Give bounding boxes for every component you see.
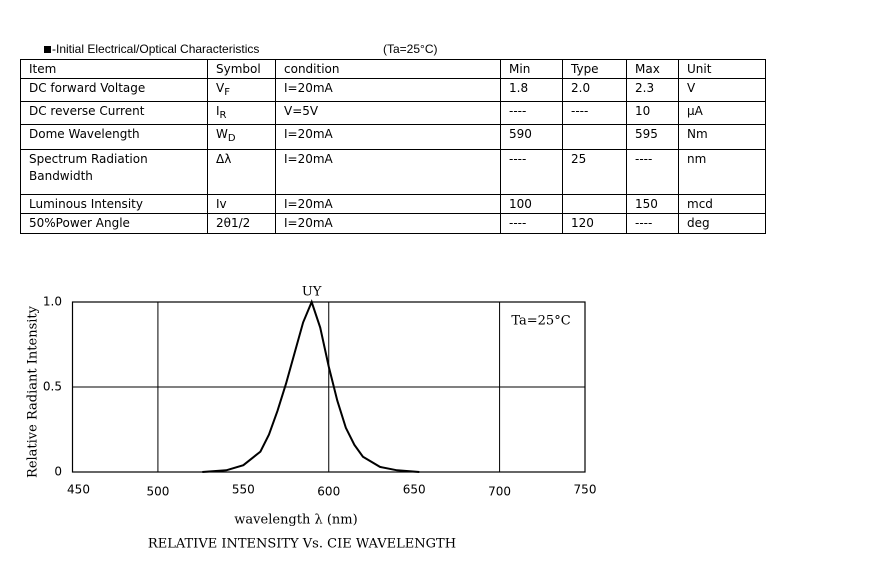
y-tick-label: 0.5	[43, 380, 62, 394]
condition: (Ta=25°C)	[383, 42, 438, 56]
table-cell: Luminous Intensity	[20, 194, 208, 214]
table-cell: I=20mA	[275, 124, 501, 150]
table-cell: 100	[500, 194, 563, 214]
x-tick-label: 450	[67, 483, 90, 497]
symbol: I	[216, 104, 220, 118]
table-row: 50%Power Angle 2θ1/2 I=20mA ---- 120 ---- deg	[20, 213, 766, 234]
table-cell: ----	[562, 101, 627, 125]
table-cell: I=20mA	[275, 194, 501, 214]
table-cell: ----	[500, 101, 563, 125]
table-row: Luminous Intensity Iv I=20mA 100 150 mcd	[20, 194, 766, 214]
table-cell: V=5V	[275, 101, 501, 125]
title-text: -Initial Electrical/Optical Characterist…	[52, 42, 260, 56]
series-line	[202, 299, 420, 473]
x-tick-label: 550	[232, 483, 255, 497]
table-cell: Dome Wavelength	[20, 124, 208, 150]
table-cell: ----	[500, 213, 563, 234]
column-header: Unit	[678, 59, 766, 79]
annotation: Ta=25°C	[511, 314, 570, 329]
x-tick-label: 700	[488, 485, 511, 499]
x-axis-label: wavelength λ (nm)	[234, 513, 357, 528]
chart-title: RELATIVE INTENSITY Vs. CIE WAVELENGTH	[148, 537, 456, 552]
y-tick-label: 1.0	[43, 295, 62, 309]
table-cell: 25	[562, 149, 627, 195]
bullet	[44, 46, 51, 53]
table-cell	[562, 124, 627, 150]
table-row: DC reverse Current IR V=5V ---- ---- 10 μA	[20, 101, 766, 125]
table-cell: 10	[626, 101, 679, 125]
column-header: Symbol	[207, 59, 276, 79]
table-cell: 2θ1/2	[207, 213, 276, 234]
table-cell: Spectrum Radiation Bandwidth	[20, 149, 208, 195]
table-cell: Δλ	[207, 149, 276, 195]
section-title: -Initial Electrical/Optical Characterist…	[44, 42, 259, 56]
table-cell: 595	[626, 124, 679, 150]
table-cell: DC forward Voltage	[20, 78, 208, 102]
table-cell: deg	[678, 213, 766, 234]
table-cell: 150	[626, 194, 679, 214]
x-tick-label: 600	[317, 485, 340, 499]
table-cell: WD	[207, 124, 276, 150]
table-cell: Nm	[678, 124, 766, 150]
table-cell: V	[678, 78, 766, 102]
table-cell: 120	[562, 213, 627, 234]
table-cell: IR	[207, 101, 276, 125]
table-cell: ----	[500, 149, 563, 195]
table-cell: 2.0	[562, 78, 627, 102]
table-cell: 590	[500, 124, 563, 150]
table-cell: nm	[678, 149, 766, 195]
table-cell: DC reverse Current	[20, 101, 208, 125]
table-cell: 50%Power Angle	[20, 213, 208, 234]
table-cell: mcd	[678, 194, 766, 214]
table-cell: I=20mA	[275, 149, 501, 195]
column-header: Item	[20, 59, 208, 79]
table-cell: I=20mA	[275, 78, 501, 102]
table-row: Spectrum Radiation Bandwidth Δλ I=20mA ----…	[20, 149, 766, 195]
table-cell: 2.3	[626, 78, 679, 102]
table-row: DC forward Voltage VF I=20mA 1.8 2.0 2.3 V	[20, 78, 766, 102]
series-label: UY	[302, 285, 322, 300]
column-header: Min	[500, 59, 563, 79]
characteristics-table: Item Symbol condition Min Type Max Unit DC forw…	[20, 59, 766, 234]
symbol-subscript: R	[219, 110, 227, 121]
table-cell: μA	[678, 101, 766, 125]
table-cell: VF	[207, 78, 276, 102]
symbol: V	[216, 81, 225, 95]
x-tick-label: 500	[146, 485, 169, 499]
table-cell: 1.8	[500, 78, 563, 102]
chart: 450 500 550 600 650 700 750 0 0.5 1.0 UY Ta=25°C Rel…	[26, 285, 597, 552]
table-cell: ----	[626, 213, 679, 234]
symbol: W	[216, 127, 228, 141]
y-axis-label: Relative Radiant Intensity	[26, 305, 41, 478]
x-tick-label: 750	[574, 483, 597, 497]
x-tick-label: 650	[403, 483, 426, 497]
table-cell: I=20mA	[275, 213, 501, 234]
column-header: Max	[626, 59, 679, 79]
y-tick-label: 0	[54, 465, 62, 479]
table-cell	[562, 194, 627, 214]
column-header: Type	[562, 59, 627, 79]
table-row: Dome Wavelength WD I=20mA 590 595 Nm	[20, 124, 766, 150]
symbol-subscript: D	[227, 133, 236, 144]
symbol-subscript: F	[224, 87, 230, 98]
plot-frame	[71, 301, 586, 473]
table-cell: ----	[626, 149, 679, 195]
column-header: condition	[275, 59, 501, 79]
table-cell: Iv	[207, 194, 276, 214]
header-row: Item Symbol condition Min Type Max Unit	[20, 59, 766, 79]
